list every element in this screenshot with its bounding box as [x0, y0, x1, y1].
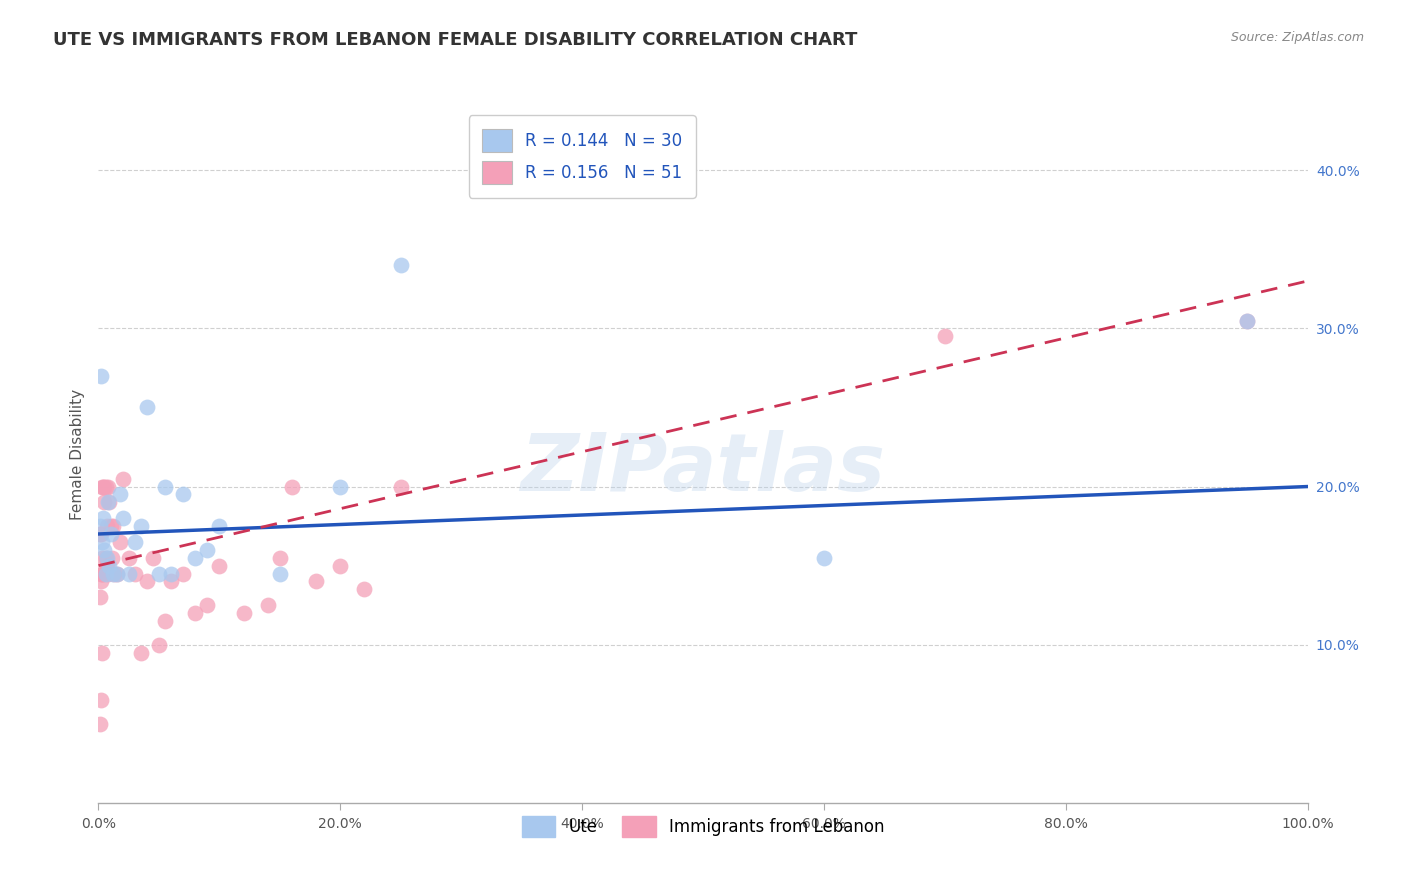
Point	[93, 542, 115, 557]
Point	[389, 479, 412, 493]
Point	[160, 566, 183, 581]
Point	[90, 368, 112, 383]
Point	[111, 472, 134, 486]
Text: UTE VS IMMIGRANTS FROM LEBANON FEMALE DISABILITY CORRELATION CHART: UTE VS IMMIGRANTS FROM LEBANON FEMALE DI…	[53, 31, 858, 49]
Point	[124, 534, 146, 549]
Point	[108, 534, 131, 549]
Point	[353, 582, 375, 597]
Point	[389, 258, 412, 272]
Point	[108, 487, 131, 501]
Point	[103, 566, 125, 581]
Point	[90, 574, 112, 589]
Point	[148, 638, 170, 652]
Point	[91, 479, 114, 493]
Point	[96, 550, 118, 565]
Point	[96, 558, 118, 573]
Point	[100, 519, 122, 533]
Point	[208, 558, 231, 573]
Point	[89, 716, 111, 731]
Y-axis label: Female Disability: Female Disability	[69, 389, 84, 521]
Point	[148, 566, 170, 581]
Point	[256, 598, 278, 612]
Point	[153, 479, 176, 493]
Point	[101, 519, 124, 533]
Point	[129, 646, 152, 660]
Point	[172, 487, 194, 501]
Point	[97, 479, 120, 493]
Point	[94, 479, 117, 493]
Point	[91, 646, 114, 660]
Point	[208, 519, 231, 533]
Point	[97, 495, 120, 509]
Point	[184, 550, 207, 565]
Point	[281, 479, 304, 493]
Point	[90, 693, 112, 707]
Point	[1236, 313, 1258, 327]
Point	[195, 542, 218, 557]
Point	[142, 550, 165, 565]
Point	[135, 574, 157, 589]
Point	[105, 566, 128, 581]
Point	[89, 591, 111, 605]
Point	[98, 558, 121, 573]
Point	[100, 527, 122, 541]
Point	[232, 606, 254, 620]
Legend: Ute, Immigrants from Lebanon: Ute, Immigrants from Lebanon	[515, 810, 891, 843]
Point	[91, 566, 114, 581]
Point	[93, 495, 115, 509]
Point	[98, 495, 121, 509]
Point	[118, 566, 141, 581]
Point	[269, 566, 291, 581]
Point	[97, 566, 120, 581]
Point	[129, 519, 152, 533]
Point	[105, 566, 128, 581]
Point	[90, 566, 112, 581]
Point	[94, 566, 117, 581]
Point	[153, 614, 176, 628]
Point	[101, 566, 124, 581]
Point	[160, 574, 183, 589]
Point	[91, 534, 114, 549]
Point	[329, 479, 352, 493]
Point	[329, 558, 352, 573]
Point	[111, 511, 134, 525]
Point	[91, 566, 114, 581]
Point	[1236, 313, 1258, 327]
Point	[305, 574, 328, 589]
Point	[96, 519, 118, 533]
Point	[118, 550, 141, 565]
Point	[93, 479, 115, 493]
Text: Source: ZipAtlas.com: Source: ZipAtlas.com	[1230, 31, 1364, 45]
Point	[100, 550, 122, 565]
Point	[269, 550, 291, 565]
Point	[91, 511, 114, 525]
Point	[124, 566, 146, 581]
Point	[94, 550, 117, 565]
Text: ZIPatlas: ZIPatlas	[520, 430, 886, 508]
Point	[135, 401, 157, 415]
Point	[934, 329, 956, 343]
Point	[184, 606, 207, 620]
Point	[91, 479, 114, 493]
Point	[91, 550, 114, 565]
Point	[90, 527, 112, 541]
Point	[195, 598, 218, 612]
Point	[89, 527, 111, 541]
Point	[89, 519, 111, 533]
Point	[813, 550, 835, 565]
Point	[172, 566, 194, 581]
